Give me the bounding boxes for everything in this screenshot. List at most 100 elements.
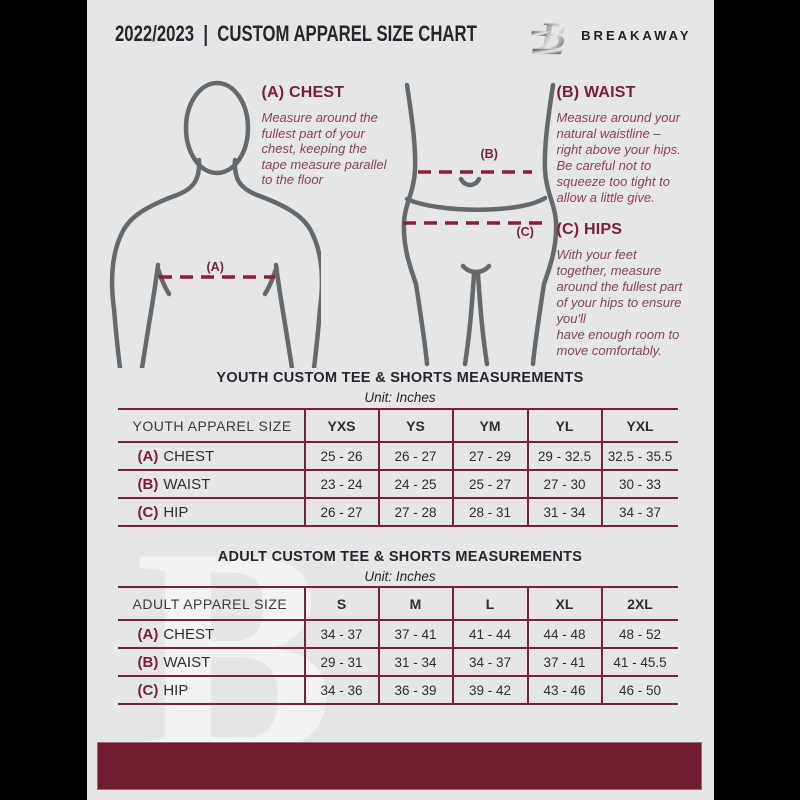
cell: 41 - 44 bbox=[451, 620, 528, 648]
size-s: S bbox=[303, 587, 379, 620]
adult-hip-row: (C) HIP 34 - 36 36 - 39 39 - 42 43 - 46 4… bbox=[117, 676, 678, 704]
cell: 46 - 50 bbox=[600, 676, 678, 704]
adult-size-table: ADULT APPAREL SIZE S M L XL 2XL (A) CHEST… bbox=[117, 586, 678, 705]
cell: 48 - 52 bbox=[600, 620, 678, 648]
cell: 26 - 27 bbox=[377, 442, 453, 470]
size-chart-page: 2022/2023 | CUSTOM APPAREL SIZE CHART B … bbox=[86, 0, 714, 800]
chest-line: to the floor bbox=[261, 172, 323, 187]
adult-waist-row: (B) WAIST 29 - 31 31 - 34 34 - 37 37 - 41… bbox=[117, 648, 678, 676]
chest-line: chest, keeping the bbox=[261, 141, 368, 156]
row-prefix: (C) bbox=[137, 503, 159, 521]
waist-line: Measure around your bbox=[556, 110, 681, 125]
waistband-curve bbox=[404, 195, 547, 212]
cell: 27 - 30 bbox=[526, 470, 602, 498]
size-ys: YS bbox=[377, 409, 453, 442]
cell: 34 - 36 bbox=[303, 676, 379, 704]
waist-line: natural waistline – bbox=[556, 126, 661, 141]
cell: 24 - 25 bbox=[377, 470, 453, 498]
footer-bar bbox=[96, 742, 702, 790]
row-prefix: (B) bbox=[137, 653, 159, 671]
hips-line: move comfortably. bbox=[556, 343, 662, 358]
cell: 31 - 34 bbox=[526, 498, 602, 526]
chest-line-label: (A) bbox=[206, 260, 224, 274]
size-yl: YL bbox=[526, 409, 602, 442]
waist-line: Be careful not to bbox=[556, 158, 652, 173]
youth-waist-row: (B) WAIST 23 - 24 24 - 25 25 - 27 27 - 30… bbox=[117, 470, 678, 498]
cell: 27 - 29 bbox=[451, 442, 528, 470]
waist-line: allow a little give. bbox=[556, 190, 655, 205]
chest-heading: (A) CHEST bbox=[261, 84, 345, 101]
youth-unit-label: Unit: Inches bbox=[364, 390, 436, 405]
cell: 29 - 31 bbox=[303, 648, 379, 676]
hips-line: With your feet bbox=[556, 247, 637, 262]
size-l: L bbox=[451, 587, 528, 620]
hips-line: have enough room to bbox=[556, 327, 680, 342]
youth-chest-row: (A) CHEST 25 - 26 26 - 27 27 - 29 29 - 32… bbox=[117, 442, 678, 470]
waist-line: right above your hips. bbox=[556, 142, 681, 157]
waist-line-label: (B) bbox=[480, 147, 498, 161]
cell: 28 - 31 bbox=[451, 498, 528, 526]
cell: 39 - 42 bbox=[451, 676, 528, 704]
size-ym: YM bbox=[451, 409, 528, 442]
brand-name: BREAKAWAY bbox=[581, 27, 692, 43]
youth-size-table: YOUTH APPAREL SIZE YXS YS YM YL YXL (A) C… bbox=[117, 408, 678, 527]
row-prefix: (C) bbox=[137, 681, 159, 699]
page-title: 2022/2023 | CUSTOM APPAREL SIZE CHART bbox=[114, 21, 477, 46]
row-label: WAIST bbox=[163, 653, 211, 671]
hips-line: around the fullest part bbox=[556, 279, 683, 294]
youth-section-title: YOUTH CUSTOM TEE & SHORTS MEASUREMENTS bbox=[216, 370, 584, 386]
hips-line: together, measure bbox=[556, 263, 662, 278]
chest-line: Measure around the bbox=[261, 110, 378, 125]
cell: 37 - 41 bbox=[526, 648, 602, 676]
cell: 31 - 34 bbox=[377, 648, 453, 676]
adult-section-title: ADULT CUSTOM TEE & SHORTS MEASUREMENTS bbox=[217, 549, 583, 565]
waist-line: squeeze too tight to bbox=[556, 174, 670, 189]
size-2xl: 2XL bbox=[600, 587, 678, 620]
hips-line: you'll bbox=[556, 311, 586, 326]
brand-lockup: B BREAKAWAY bbox=[530, 12, 691, 58]
navel-mark bbox=[458, 176, 481, 188]
cell: 36 - 39 bbox=[377, 676, 453, 704]
adult-size-column-header: ADULT APPAREL SIZE bbox=[132, 595, 288, 612]
chest-instructions: (A) CHEST Measure around the fullest par… bbox=[262, 84, 412, 188]
waist-heading: (B) WAIST bbox=[556, 84, 636, 101]
adult-header-row: ADULT APPAREL SIZE S M L XL 2XL bbox=[117, 587, 678, 620]
hips-instructions: (C) HIPS With your feet together, measur… bbox=[557, 221, 714, 359]
cell: 34 - 37 bbox=[303, 620, 379, 648]
adult-unit-label: Unit: Inches bbox=[364, 569, 436, 584]
row-label: CHEST bbox=[163, 447, 215, 465]
cell: 41 - 45.5 bbox=[600, 648, 678, 676]
cell: 44 - 48 bbox=[526, 620, 602, 648]
cell: 32.5 - 35.5 bbox=[600, 442, 678, 470]
cell: 25 - 26 bbox=[303, 442, 379, 470]
youth-header-row: YOUTH APPAREL SIZE YXS YS YM YL YXL bbox=[117, 409, 678, 442]
cell: 27 - 28 bbox=[377, 498, 453, 526]
cell: 25 - 27 bbox=[451, 470, 528, 498]
waist-instructions: (B) WAIST Measure around your natural wa… bbox=[557, 84, 714, 206]
hips-heading: (C) HIPS bbox=[556, 221, 623, 238]
cell: 29 - 32.5 bbox=[526, 442, 602, 470]
row-label: HIP bbox=[163, 503, 189, 521]
chest-line: tape measure parallel bbox=[261, 156, 387, 172]
cell: 30 - 33 bbox=[600, 470, 678, 498]
youth-hip-row: (C) HIP 26 - 27 27 - 28 28 - 31 31 - 34 3… bbox=[117, 498, 678, 526]
row-label: CHEST bbox=[163, 625, 215, 643]
cell: 34 - 37 bbox=[451, 648, 528, 676]
cell: 43 - 46 bbox=[526, 676, 602, 704]
size-xl: XL bbox=[526, 587, 602, 620]
torso-diagram bbox=[109, 80, 321, 368]
row-prefix: (A) bbox=[137, 625, 159, 643]
hips-diagram bbox=[401, 82, 558, 367]
chest-line: fullest part of your bbox=[261, 125, 365, 141]
cell: 37 - 41 bbox=[377, 620, 453, 648]
adult-chest-row: (A) CHEST 34 - 37 37 - 41 41 - 44 44 - 48… bbox=[117, 620, 678, 648]
breakaway-logo-icon: B bbox=[531, 16, 566, 58]
youth-size-column-header: YOUTH APPAREL SIZE bbox=[132, 417, 292, 434]
row-label: WAIST bbox=[163, 475, 211, 493]
row-label: HIP bbox=[163, 681, 189, 699]
size-yxs: YXS bbox=[303, 409, 379, 442]
cell: 34 - 37 bbox=[600, 498, 678, 526]
size-m: M bbox=[377, 587, 453, 620]
cell: 23 - 24 bbox=[303, 470, 379, 498]
cell: 26 - 27 bbox=[303, 498, 379, 526]
